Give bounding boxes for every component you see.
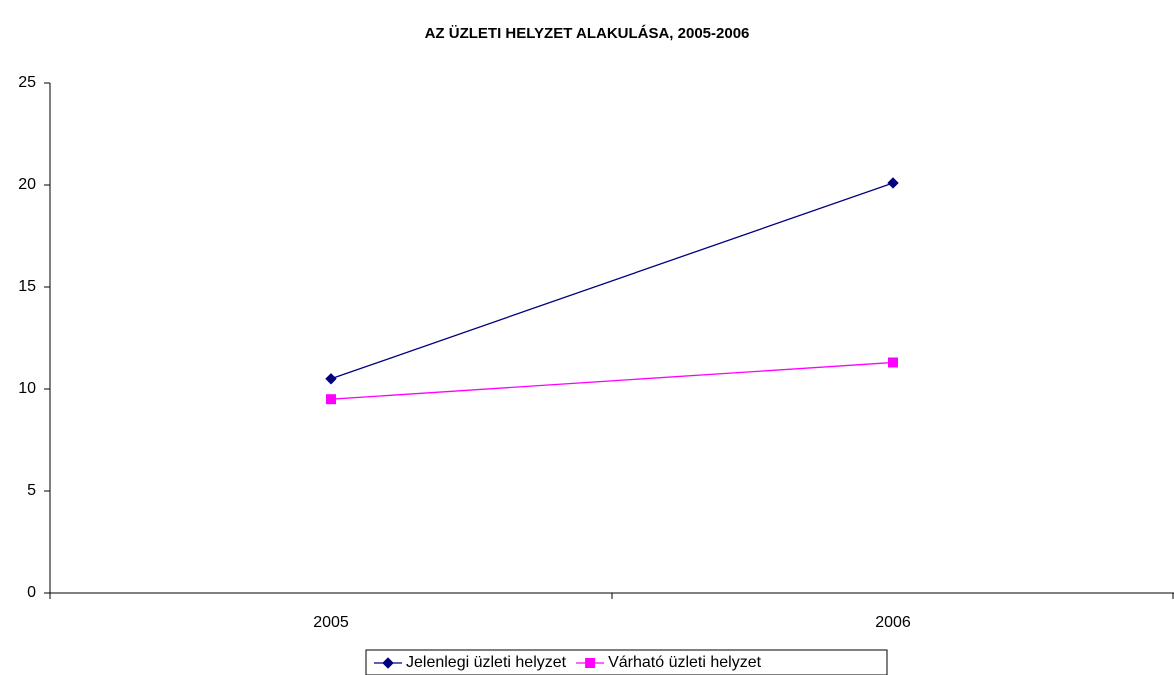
- legend: [365, 649, 888, 675]
- y-tick-label: 5: [27, 482, 36, 499]
- legend-label: Jelenlegi üzleti helyzet: [406, 654, 567, 671]
- y-tick-label: 0: [27, 584, 36, 601]
- x-tick-label: 2005: [313, 614, 349, 631]
- point: [887, 177, 899, 189]
- point: [325, 373, 337, 385]
- y-tick-label: 10: [18, 380, 36, 397]
- y-tick-label: 15: [18, 278, 36, 295]
- series-line: [330, 361, 894, 400]
- chart-title: AZ ÜZLETI HELYZET ALAKULÁSA, 2005-2006: [425, 25, 750, 42]
- legend-marker: [585, 658, 596, 668]
- series-line: [330, 182, 894, 380]
- y-tick-label: 25: [18, 74, 36, 91]
- legend-label: Várható üzleti helyzet: [608, 654, 762, 671]
- y-tick-label: 20: [18, 176, 36, 193]
- point: [888, 357, 898, 368]
- point: [326, 394, 336, 405]
- legend-marker: [382, 657, 394, 669]
- x-tick-label: 2006: [875, 614, 911, 631]
